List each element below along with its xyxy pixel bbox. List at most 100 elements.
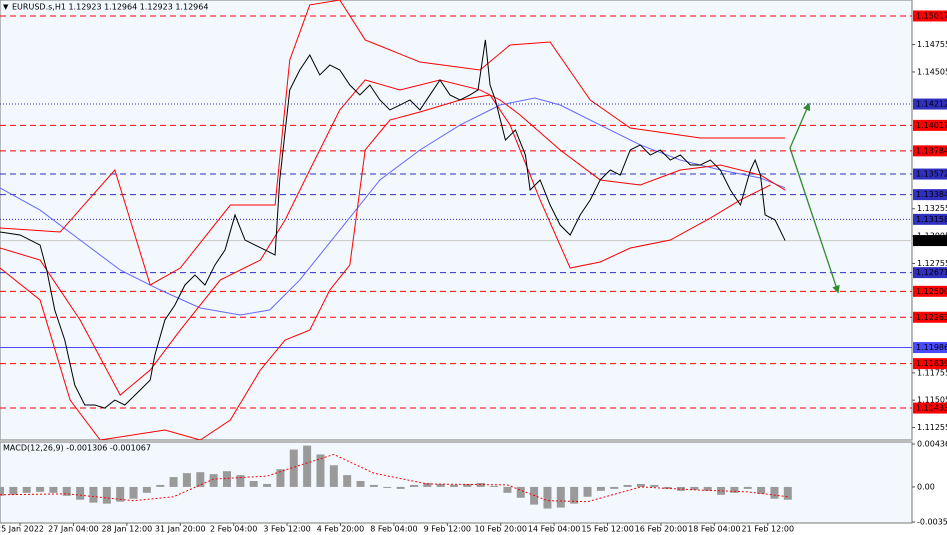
indicator-line xyxy=(0,94,771,440)
macd-bar xyxy=(169,477,178,487)
level-label-box xyxy=(913,235,947,247)
level-label-box xyxy=(913,311,947,323)
macd-bar xyxy=(36,486,45,492)
level-label-box xyxy=(913,119,947,131)
y-tick-label: 1.13255 xyxy=(917,204,947,213)
y-tick-label: 1.14755 xyxy=(917,40,947,49)
macd-bar xyxy=(383,486,392,488)
chart-title: EURUSD.s,H1 1.12923 1.12964 1.12923 1.12… xyxy=(12,3,208,12)
macd-bar xyxy=(556,486,565,508)
level-label: 1.12263 xyxy=(916,313,947,322)
macd-bar xyxy=(516,486,525,498)
x-tick-label: 15 Feb 12:00 xyxy=(581,525,633,534)
macd-plot xyxy=(0,445,792,509)
up-arrow xyxy=(789,102,811,149)
price-line xyxy=(0,39,786,409)
macd-bar xyxy=(543,486,552,509)
y-tick-label: 1.11755 xyxy=(917,368,947,377)
macd-bar xyxy=(636,483,645,487)
x-tick-label: 3 Feb 12:00 xyxy=(263,525,310,534)
level-label-box xyxy=(913,168,947,180)
macd-bar xyxy=(369,484,378,487)
x-tick-label: 9 Feb 12:00 xyxy=(424,525,471,534)
level-label: 1.12964 xyxy=(916,236,947,245)
macd-bar xyxy=(156,484,165,487)
macd-bar xyxy=(356,481,365,487)
macd-title: MACD(12,26,9) -0.001306 -0.001067 xyxy=(3,444,151,453)
macd-panel xyxy=(0,441,913,524)
macd-bar xyxy=(89,486,98,503)
y-tick-label: 1.11505 xyxy=(917,396,947,405)
macd-bar xyxy=(263,483,272,487)
macd-bar xyxy=(329,465,338,487)
x-tick-label: 4 Feb 20:00 xyxy=(317,525,364,534)
x-tick-label: 8 Feb 04:00 xyxy=(370,525,417,534)
level-label-box xyxy=(913,145,947,157)
y-tick-label: 0.00 xyxy=(917,482,935,491)
macd-bar xyxy=(570,486,579,504)
macd-bar xyxy=(209,474,218,487)
y-tick-label: 1.12755 xyxy=(917,259,947,268)
macd-bar xyxy=(316,454,325,487)
indicator-line xyxy=(0,79,786,396)
x-tick-label: 21 Feb 12:00 xyxy=(742,525,794,534)
macd-bar xyxy=(303,445,312,487)
macd-bar xyxy=(289,449,298,487)
level-label: 1.14212 xyxy=(916,100,947,109)
macd-bar xyxy=(690,486,699,490)
level-label-box xyxy=(913,267,947,279)
level-label: 1.12500 xyxy=(916,287,947,296)
x-tick-label: 27 Jan 04:00 xyxy=(48,525,99,534)
level-label: 1.15017 xyxy=(916,11,947,20)
axes: 1.147551.145051.132551.130051.127551.117… xyxy=(0,10,947,534)
level-label: 1.13158 xyxy=(916,215,947,224)
macd-bar xyxy=(423,482,432,487)
x-tick-label: 10 Feb 20:00 xyxy=(474,525,526,534)
macd-bar xyxy=(703,486,712,491)
level-label: 1.13572 xyxy=(916,170,947,179)
macd-bar xyxy=(396,486,405,489)
x-tick-label: 25 Jan 2022 xyxy=(0,525,44,534)
y-tick-label: 0.004363 xyxy=(917,440,947,449)
macd-bar xyxy=(650,484,659,487)
macd-bar xyxy=(196,472,205,487)
macd-bar xyxy=(757,486,766,494)
level-label: 1.12671 xyxy=(916,268,947,277)
macd-bar xyxy=(129,486,138,499)
x-tick-label: 2 Feb 04:00 xyxy=(210,525,257,534)
macd-bar xyxy=(62,486,71,496)
macd-bar xyxy=(610,486,619,489)
macd-bar xyxy=(22,486,31,493)
macd-bar xyxy=(49,486,58,493)
macd-bar xyxy=(0,486,4,496)
level-label-box xyxy=(913,10,947,22)
menu-icon[interactable]: ▼ xyxy=(3,3,9,11)
level-label-box xyxy=(913,189,947,201)
macd-bar xyxy=(409,484,418,487)
macd-bar xyxy=(623,484,632,487)
x-tick-label: 28 Jan 12:00 xyxy=(102,525,153,534)
macd-bar xyxy=(490,485,499,487)
level-label: 1.14017 xyxy=(916,121,947,130)
macd-bar xyxy=(276,469,285,487)
macd-bar xyxy=(222,471,231,487)
macd-bar xyxy=(343,475,352,487)
macd-bar xyxy=(436,483,445,487)
level-label: 1.11839 xyxy=(916,359,947,368)
indicator-line xyxy=(0,0,786,286)
y-tick-label: -0.003566 xyxy=(917,518,947,527)
indicator-line xyxy=(0,453,788,503)
y-tick-label: 1.11255 xyxy=(917,423,947,432)
price-panel xyxy=(0,0,913,441)
x-tick-label: 31 Jan 20:00 xyxy=(155,525,206,534)
level-label: 1.13784 xyxy=(916,146,947,155)
macd-bar xyxy=(463,483,472,487)
level-label: 1.11986 xyxy=(916,343,947,352)
level-label-box xyxy=(913,342,947,354)
macd-bar xyxy=(676,486,685,491)
level-label-box xyxy=(913,98,947,110)
macd-bar xyxy=(449,484,458,487)
down-arrow xyxy=(789,147,840,294)
level-label: 1.13384 xyxy=(916,190,947,199)
